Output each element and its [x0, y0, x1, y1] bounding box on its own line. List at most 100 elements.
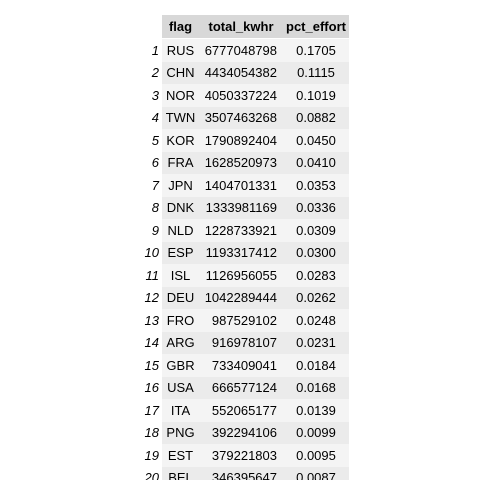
table-row: 10 ESP 1193317412 0.0300 — [138, 241, 349, 264]
column-header-flag[interactable]: flag — [162, 15, 199, 39]
data-table: flag total_kwhr pct_effort 1 RUS 677704879… — [138, 15, 349, 480]
table-row: 8 DNK 1333981169 0.0336 — [138, 196, 349, 219]
cell-flag: CHN — [162, 61, 199, 84]
row-index: 20 — [138, 466, 162, 480]
table-row: 16 USA 666577124 0.0168 — [138, 376, 349, 399]
cell-total-kwhr: 987529102 — [199, 309, 283, 332]
cell-total-kwhr: 1333981169 — [199, 196, 283, 219]
cell-flag: BEL — [162, 466, 199, 480]
cell-pct-effort: 0.0309 — [283, 219, 349, 242]
cell-pct-effort: 0.0882 — [283, 106, 349, 129]
table-row: 7 JPN 1404701331 0.0353 — [138, 174, 349, 197]
table-body: 1 RUS 6777048798 0.1705 2 CHN 4434054382 0.1115… — [138, 39, 349, 480]
cell-pct-effort: 0.0087 — [283, 466, 349, 480]
row-index: 17 — [138, 399, 162, 422]
row-index: 5 — [138, 129, 162, 152]
table-row: 19 EST 379221803 0.0095 — [138, 444, 349, 467]
row-index: 16 — [138, 376, 162, 399]
row-index: 8 — [138, 196, 162, 219]
table-row: 4 TWN 3507463268 0.0882 — [138, 106, 349, 129]
cell-total-kwhr: 1126956055 — [199, 264, 283, 287]
cell-total-kwhr: 1228733921 — [199, 219, 283, 242]
cell-pct-effort: 0.0283 — [283, 264, 349, 287]
cell-flag: ISL — [162, 264, 199, 287]
cell-total-kwhr: 1404701331 — [199, 174, 283, 197]
cell-flag: FRA — [162, 151, 199, 174]
cell-flag: NLD — [162, 219, 199, 242]
cell-flag: PNG — [162, 421, 199, 444]
cell-pct-effort: 0.0300 — [283, 241, 349, 264]
row-index: 3 — [138, 84, 162, 107]
cell-pct-effort: 0.0168 — [283, 376, 349, 399]
cell-flag: DEU — [162, 286, 199, 309]
cell-total-kwhr: 666577124 — [199, 376, 283, 399]
cell-total-kwhr: 4434054382 — [199, 61, 283, 84]
cell-flag: EST — [162, 444, 199, 467]
row-index: 12 — [138, 286, 162, 309]
row-index: 11 — [138, 264, 162, 287]
cell-flag: JPN — [162, 174, 199, 197]
table-row: 6 FRA 1628520973 0.0410 — [138, 151, 349, 174]
column-header-total-kwhr[interactable]: total_kwhr — [199, 15, 283, 39]
cell-total-kwhr: 733409041 — [199, 354, 283, 377]
cell-pct-effort: 0.0139 — [283, 399, 349, 422]
cell-flag: ESP — [162, 241, 199, 264]
cell-flag: DNK — [162, 196, 199, 219]
cell-pct-effort: 0.0336 — [283, 196, 349, 219]
cell-pct-effort: 0.0095 — [283, 444, 349, 467]
table-row: 20 BEL 346395647 0.0087 — [138, 466, 349, 480]
row-index: 6 — [138, 151, 162, 174]
cell-pct-effort: 0.0184 — [283, 354, 349, 377]
row-index: 15 — [138, 354, 162, 377]
table-row: 12 DEU 1042289444 0.0262 — [138, 286, 349, 309]
table-row: 11 ISL 1126956055 0.0283 — [138, 264, 349, 287]
cell-total-kwhr: 1042289444 — [199, 286, 283, 309]
table-row: 2 CHN 4434054382 0.1115 — [138, 61, 349, 84]
cell-pct-effort: 0.0450 — [283, 129, 349, 152]
row-index: 4 — [138, 106, 162, 129]
table-row: 3 NOR 4050337224 0.1019 — [138, 84, 349, 107]
cell-pct-effort: 0.1019 — [283, 84, 349, 107]
cell-total-kwhr: 1628520973 — [199, 151, 283, 174]
table-row: 9 NLD 1228733921 0.0309 — [138, 219, 349, 242]
cell-total-kwhr: 4050337224 — [199, 84, 283, 107]
cell-flag: ITA — [162, 399, 199, 422]
cell-flag: GBR — [162, 354, 199, 377]
row-index: 9 — [138, 219, 162, 242]
cell-pct-effort: 0.1705 — [283, 39, 349, 62]
header-row: flag total_kwhr pct_effort — [138, 15, 349, 39]
row-index: 7 — [138, 174, 162, 197]
cell-total-kwhr: 346395647 — [199, 466, 283, 480]
cell-total-kwhr: 1193317412 — [199, 241, 283, 264]
cell-total-kwhr: 6777048798 — [199, 39, 283, 62]
cell-flag: FRO — [162, 309, 199, 332]
cell-pct-effort: 0.0231 — [283, 331, 349, 354]
cell-total-kwhr: 3507463268 — [199, 106, 283, 129]
cell-flag: KOR — [162, 129, 199, 152]
row-index: 10 — [138, 241, 162, 264]
cell-total-kwhr: 916978107 — [199, 331, 283, 354]
row-index: 1 — [138, 39, 162, 62]
table-row: 14 ARG 916978107 0.0231 — [138, 331, 349, 354]
table-row: 13 FRO 987529102 0.0248 — [138, 309, 349, 332]
data-table-container: flag total_kwhr pct_effort 1 RUS 677704879… — [138, 15, 349, 480]
column-header-pct-effort[interactable]: pct_effort — [283, 15, 349, 39]
table-row: 5 KOR 1790892404 0.0450 — [138, 129, 349, 152]
cell-pct-effort: 0.0248 — [283, 309, 349, 332]
row-index: 2 — [138, 61, 162, 84]
cell-pct-effort: 0.0262 — [283, 286, 349, 309]
cell-pct-effort: 0.1115 — [283, 61, 349, 84]
table-row: 1 RUS 6777048798 0.1705 — [138, 39, 349, 62]
table-row: 18 PNG 392294106 0.0099 — [138, 421, 349, 444]
cell-flag: RUS — [162, 39, 199, 62]
cell-pct-effort: 0.0353 — [283, 174, 349, 197]
cell-flag: ARG — [162, 331, 199, 354]
cell-total-kwhr: 552065177 — [199, 399, 283, 422]
row-index: 13 — [138, 309, 162, 332]
row-index: 14 — [138, 331, 162, 354]
row-index: 19 — [138, 444, 162, 467]
header-corner — [138, 15, 162, 39]
cell-total-kwhr: 392294106 — [199, 421, 283, 444]
table-row: 17 ITA 552065177 0.0139 — [138, 399, 349, 422]
cell-pct-effort: 0.0410 — [283, 151, 349, 174]
